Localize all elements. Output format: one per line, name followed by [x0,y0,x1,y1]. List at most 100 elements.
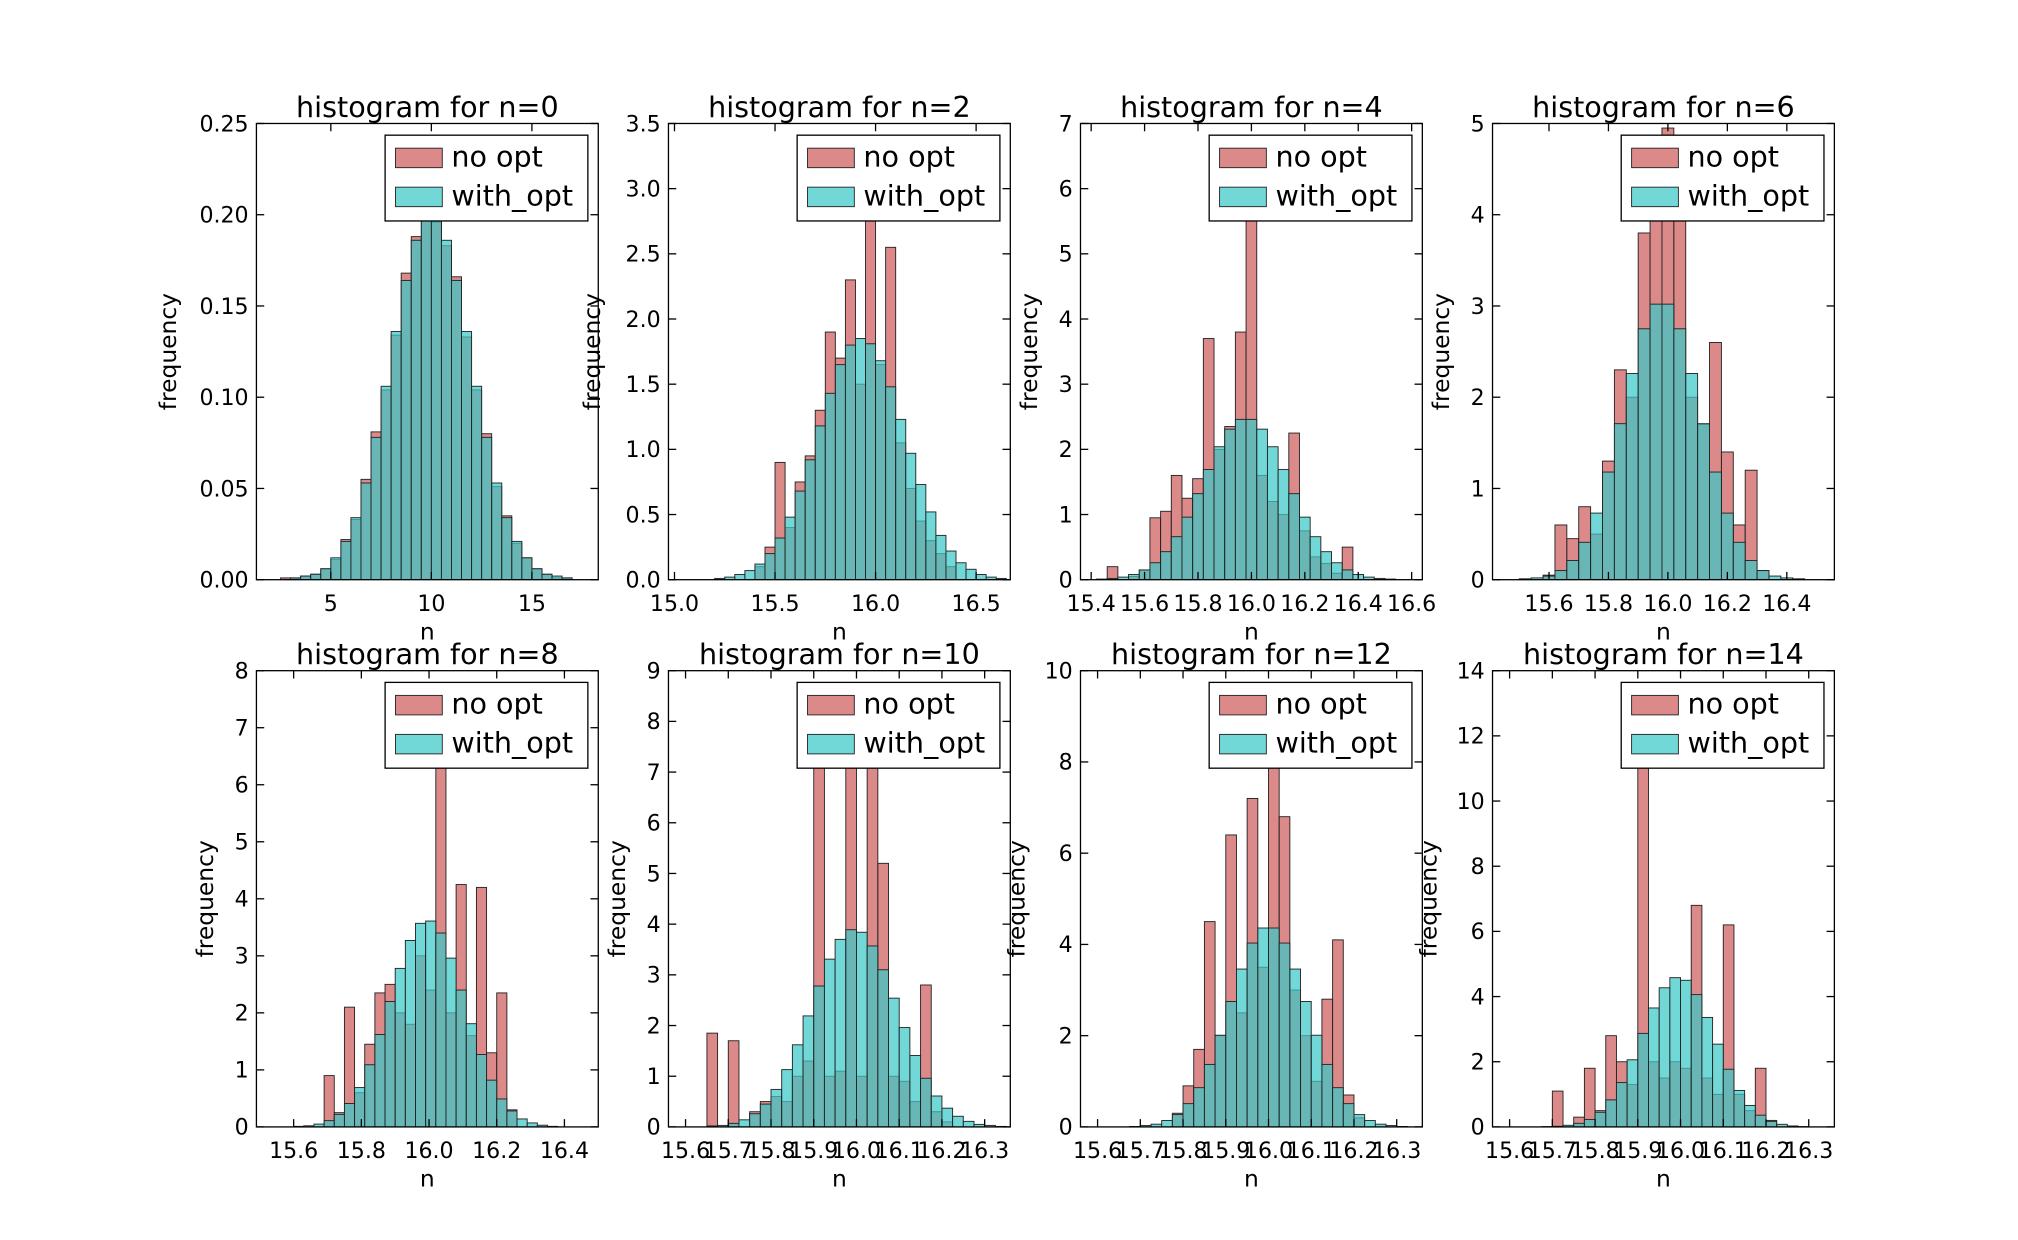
legend-swatch [1631,694,1679,716]
bar [465,1023,477,1127]
y-axis-label: frequency [578,293,606,410]
x-tick-label: 16.1 [875,1138,924,1164]
bar [1353,1114,1366,1127]
legend-swatch [1631,186,1679,208]
bar [941,1107,954,1127]
x-tick-label: 16.4 [1334,591,1383,617]
bar [1288,493,1300,580]
x-tick-label: 10 [417,591,445,617]
bar [1224,428,1236,580]
bar [845,929,857,1127]
y-tick-label: 12 [1457,724,1485,750]
bar [844,344,856,580]
bar [1364,1120,1376,1127]
bar [506,1110,518,1127]
bar [1712,1043,1724,1127]
bar [360,482,372,580]
bar [330,557,342,580]
y-tick-label: 4 [647,912,661,938]
y-axis-label: frequency [191,840,219,957]
axes-frame [1491,122,1836,581]
bar [511,540,523,580]
y-tick-label: 4 [235,887,249,913]
legend: no opt with_opt [1620,681,1825,769]
chart-title: histogram for n=10 [699,637,980,671]
bar [802,1015,815,1127]
legend: no opt with_opt [1620,134,1825,222]
bar [885,386,897,580]
legend-swatch [807,733,855,755]
y-tick-label: 6 [1059,841,1073,867]
bar [814,425,826,580]
bars [293,767,559,1127]
x-tick-label: 16.4 [540,1138,589,1164]
axes-frame [255,122,599,581]
y-tick-label: 2.0 [626,307,661,333]
y-tick-label: 5 [1471,111,1485,137]
bar [1744,560,1758,580]
bar [491,482,503,580]
legend: no opt with_opt [796,681,1001,769]
bar [855,338,866,580]
bar [909,1054,922,1127]
bar [1310,1034,1323,1127]
bar [1202,469,1215,580]
legend-label: with_opt [451,726,573,760]
bar [1615,1082,1628,1127]
y-tick-label: 4 [1471,203,1485,229]
bar [400,279,412,580]
bar [1266,446,1279,580]
bar [1149,562,1162,580]
legend-swatch [807,186,855,208]
bar [962,1120,975,1127]
bar [1583,1067,1596,1127]
y-tick-label: 0.0 [626,568,661,594]
bar [1332,939,1344,1127]
bar [1685,373,1699,580]
bar [1626,1059,1639,1127]
bar [975,574,987,580]
x-tick-label: 15.8 [746,1138,795,1164]
bar [1225,1001,1237,1127]
bar [754,563,766,580]
x-tick-label: 16.6 [1387,591,1436,617]
bars [706,695,1007,1127]
y-tick-label: 0 [235,1115,249,1141]
legend: no opt with_opt [1208,134,1413,222]
bar [1625,373,1639,580]
bar [461,331,473,580]
bar [435,932,447,1127]
y-tick-label: 0 [1471,568,1485,594]
legend: no opt with_opt [384,134,589,222]
x-tick-label: 16.2 [472,1138,521,1164]
x-tick-label: 16.1 [1699,1138,1748,1164]
y-tick-label: 2 [647,1013,661,1039]
bar [834,938,847,1127]
bar [1128,574,1140,580]
x-tick-label: 15.8 [1584,591,1633,617]
bar [895,418,907,580]
chart-title: histogram for n=8 [296,637,559,671]
x-tick-label: 15.8 [337,1138,386,1164]
x-axis-label: n [420,617,435,645]
bar [877,969,889,1127]
y-tick-label: 5 [647,861,661,887]
y-tick-label: 8 [235,658,249,684]
x-tick-label: 15.4 [1067,591,1116,617]
legend-label: no opt [1687,139,1779,173]
y-tick-label: 6 [235,773,249,799]
bar [410,239,422,580]
bar [813,985,825,1127]
bar [727,1040,740,1127]
bar [784,516,796,580]
bar [425,920,437,1127]
bar [475,1054,488,1127]
y-tick-label: 10 [1457,789,1485,815]
bar [791,1044,804,1127]
bar [706,1032,719,1127]
x-tick-label: 16.2 [1741,1138,1790,1164]
bars [280,208,573,580]
y-tick-label: 10 [1045,658,1073,684]
bar [481,436,493,580]
bar [1733,1089,1746,1127]
